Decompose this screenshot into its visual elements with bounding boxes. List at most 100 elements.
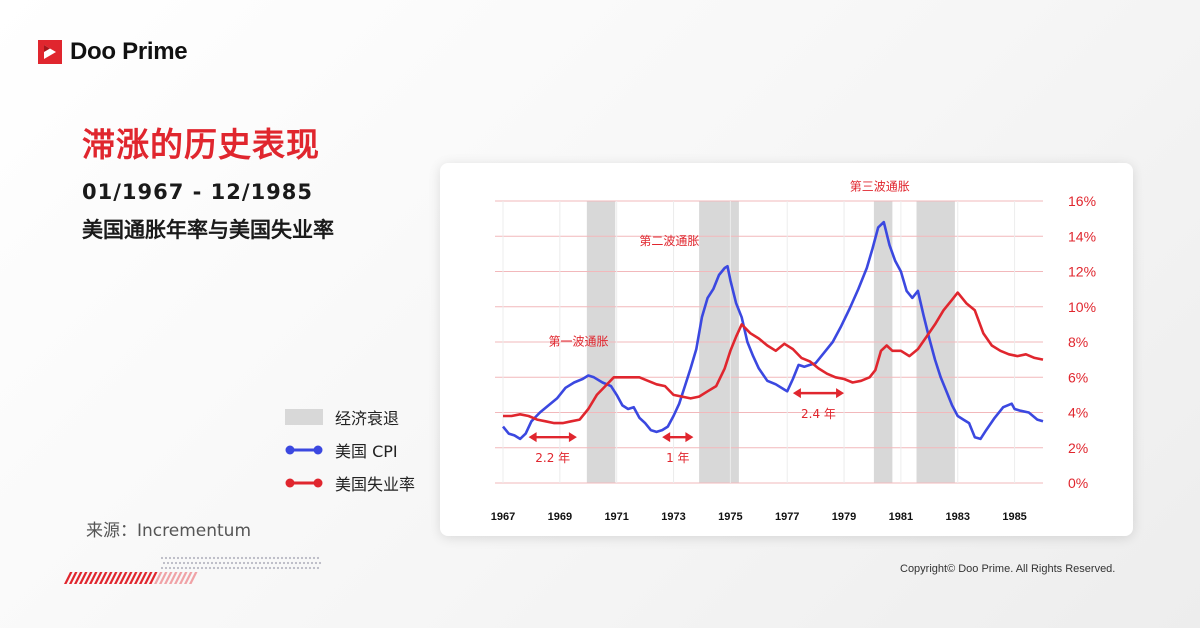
interval-arrow-right-2 (685, 432, 694, 443)
deco-dot (300, 566, 304, 570)
interval-arrow-left-3 (792, 388, 801, 399)
deco-dot (284, 556, 288, 560)
legend-label-cpi: 美国 CPI (335, 441, 398, 461)
deco-stripe (84, 572, 93, 584)
brand-logo: Doo Prime (38, 38, 188, 66)
legend-item-unemployment: 美国失业率 (285, 466, 415, 499)
deco-stripe (129, 572, 138, 584)
deco-dot (200, 566, 204, 570)
deco-dot (288, 566, 292, 570)
y-tick-label-1: 2% (1068, 440, 1088, 456)
legend-label-recession: 经济衰退 (335, 408, 400, 428)
deco-dot (252, 556, 256, 560)
deco-dot (220, 566, 224, 570)
deco-dot (198, 561, 202, 565)
deco-dot (300, 556, 304, 560)
x-tick-label-0: 1967 (491, 511, 515, 523)
deco-dot (174, 561, 178, 565)
y-tick-label-0: 0% (1068, 475, 1088, 491)
deco-dot (310, 561, 314, 565)
brand-name: Doo Prime (70, 38, 188, 65)
y-tick-label-5: 10% (1068, 299, 1096, 315)
deco-stripe (139, 572, 148, 584)
deco-dot (278, 561, 282, 565)
deco-dot (232, 556, 236, 560)
deco-dot (268, 566, 272, 570)
deco-dot (302, 561, 306, 565)
deco-dot (172, 556, 176, 560)
deco-stripe (179, 572, 188, 584)
deco-stripe (69, 572, 78, 584)
chart-subtitle: 美国通胀年率与美国失业率 (82, 218, 334, 242)
deco-dot (164, 556, 168, 560)
deco-dot (272, 566, 276, 570)
deco-dot (248, 566, 252, 570)
deco-dot (264, 566, 268, 570)
deco-stripe (169, 572, 178, 584)
x-tick-label-6: 1979 (832, 511, 856, 523)
deco-stripe (184, 572, 193, 584)
x-tick-label-3: 1973 (661, 511, 685, 523)
deco-dot (272, 556, 276, 560)
y-tick-label-7: 14% (1068, 228, 1096, 244)
deco-dot (190, 561, 194, 565)
deco-dot (230, 561, 234, 565)
deco-dot (162, 561, 166, 565)
decorative-pattern (64, 556, 322, 584)
deco-dot (170, 561, 174, 565)
deco-dot (200, 556, 204, 560)
deco-dot (216, 566, 220, 570)
deco-stripe (89, 572, 98, 584)
legend-item-cpi: 美国 CPI (285, 433, 415, 466)
deco-dot (176, 566, 180, 570)
deco-dot (238, 561, 242, 565)
interval-label-3: 2.4 年 (801, 407, 836, 421)
deco-dot (168, 556, 172, 560)
deco-dot (260, 566, 264, 570)
deco-stripe (99, 572, 108, 584)
deco-dot (178, 561, 182, 565)
deco-stripe (134, 572, 143, 584)
legend-item-recession: 经济衰退 (285, 400, 415, 433)
deco-dot (206, 561, 210, 565)
deco-dot (180, 566, 184, 570)
brand-mark-icon (38, 40, 62, 64)
deco-dot (196, 556, 200, 560)
deco-dot (188, 566, 192, 570)
deco-dot (164, 566, 168, 570)
interval-label-2: 1 年 (666, 451, 689, 465)
deco-stripe (74, 572, 83, 584)
deco-dot (218, 561, 222, 565)
x-tick-label-5: 1977 (775, 511, 799, 523)
deco-stripe (154, 572, 163, 584)
deco-dot (276, 566, 280, 570)
deco-stripe (119, 572, 128, 584)
deco-dot (160, 566, 164, 570)
deco-dot (296, 566, 300, 570)
deco-dot (280, 566, 284, 570)
deco-dot (234, 561, 238, 565)
deco-dot (204, 566, 208, 570)
deco-dot (254, 561, 258, 565)
deco-dot (316, 556, 320, 560)
chart-legend: 经济衰退 美国 CPI 美国失业率 (285, 400, 415, 499)
x-tick-label-7: 1981 (889, 511, 913, 523)
deco-dot (284, 566, 288, 570)
chart-canvas: 0% 2% 4% 6% 8% 10% 12% 14% 16% 1967 1969 1971 1973 19… (491, 179, 1096, 523)
deco-dot (256, 566, 260, 570)
deco-dot (308, 556, 312, 560)
interval-arrow-left-2 (662, 432, 671, 443)
deco-dot (184, 566, 188, 570)
deco-stripe (79, 572, 88, 584)
deco-dot (214, 561, 218, 565)
y-tick-label-2: 4% (1068, 405, 1088, 421)
deco-dot (290, 561, 294, 565)
deco-stripe (159, 572, 168, 584)
deco-dot (216, 556, 220, 560)
deco-dot (292, 556, 296, 560)
deco-dot (180, 556, 184, 560)
deco-dot (244, 556, 248, 560)
x-tick-label-4: 1975 (718, 511, 742, 523)
page-title: 滞涨的历史表现 (82, 125, 320, 164)
deco-dot (210, 561, 214, 565)
